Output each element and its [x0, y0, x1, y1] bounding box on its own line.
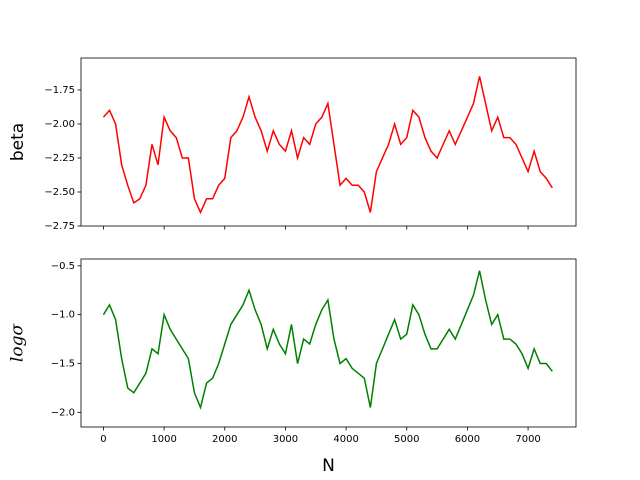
y-tick-label: −0.5: [51, 261, 75, 272]
data-line: [102, 76, 553, 215]
y-tick-label: −2.50: [44, 187, 75, 198]
y-tick-label: −1.75: [44, 85, 75, 96]
y-tick-label: −2.75: [44, 221, 75, 232]
x-tick-label: 2000: [212, 434, 237, 445]
y-axis-label: beta: [8, 123, 28, 161]
y-tick-label: −2.25: [44, 153, 75, 164]
y-tick-label: −1.5: [51, 359, 75, 370]
y-axis-label: logσ: [8, 324, 28, 363]
axes-frame: [80, 57, 577, 227]
y-tick-label: −2.00: [44, 119, 75, 130]
y-tick-label: −2.0: [51, 407, 75, 418]
axes-frame: [80, 258, 577, 428]
x-tick-label: 6000: [455, 434, 480, 445]
data-line: [102, 270, 553, 410]
y-tick-label: −1.0: [51, 310, 75, 321]
x-tick-label: 1000: [151, 434, 176, 445]
x-tick-label: 3000: [273, 434, 298, 445]
x-tick-label: 0: [100, 434, 106, 445]
x-tick-label: 5000: [394, 434, 419, 445]
x-axis-label: N: [322, 456, 335, 476]
x-tick-label: 4000: [333, 434, 358, 445]
x-tick-label: 7000: [515, 434, 540, 445]
